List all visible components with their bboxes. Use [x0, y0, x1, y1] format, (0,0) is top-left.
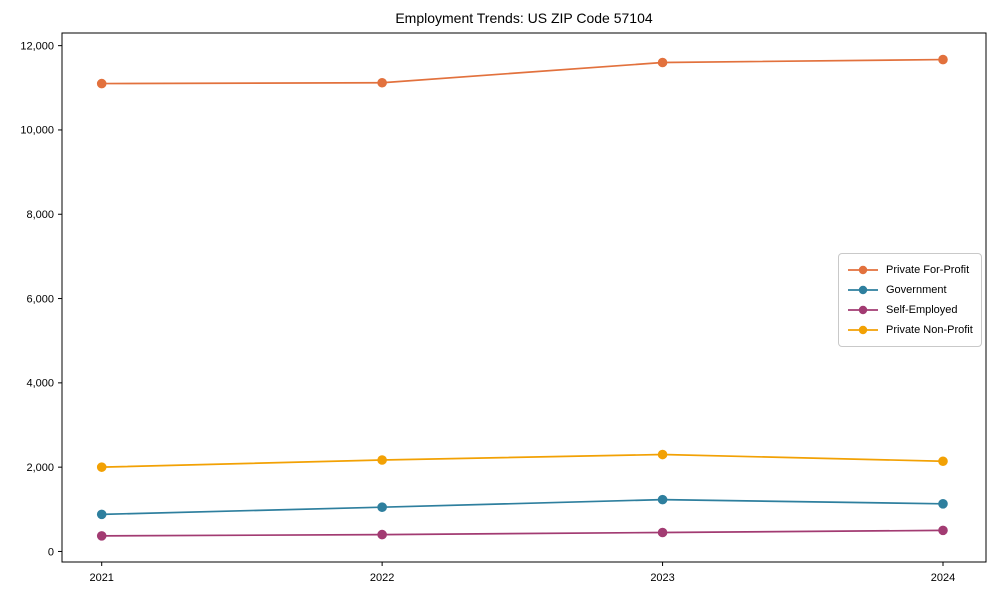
- data-point-private-for-profit-2021: [96, 78, 107, 89]
- x-tick-label: 2024: [931, 572, 955, 584]
- data-point-government-2023: [657, 494, 668, 505]
- series-line-self-employed: [101, 529, 943, 537]
- y-tick-label: 10,000: [20, 125, 54, 137]
- chart-title: Employment Trends: US ZIP Code 57104: [395, 10, 653, 26]
- data-point-government-2021: [96, 509, 107, 520]
- series-line-private-non-profit: [101, 453, 944, 469]
- legend-item-private-non-profit: Private Non-Profit: [847, 321, 973, 339]
- legend-marker-icon: [848, 285, 878, 295]
- data-point-self-employed-2022: [377, 529, 387, 540]
- x-tick-label: 2022: [370, 572, 394, 584]
- legend: Private For-Profit Government Self-Employe…: [838, 253, 982, 347]
- x-tick-label: 2021: [89, 572, 113, 584]
- data-point-private-for-profit-2023: [657, 57, 668, 68]
- data-point-self-employed-2024: [938, 525, 948, 536]
- data-point-government-2022: [377, 502, 387, 513]
- plot-frame: [61, 32, 987, 563]
- legend-label: Private For-Profit: [886, 264, 970, 276]
- data-point-private-non-profit-2024: [938, 456, 948, 467]
- data-point-private-non-profit-2022: [377, 455, 387, 465]
- data-point-private-non-profit-2023: [657, 449, 668, 460]
- data-point-government-2024: [938, 499, 948, 509]
- y-tick-label: 4,000: [26, 378, 54, 390]
- data-point-self-employed-2023: [657, 527, 668, 538]
- legend-label: Government: [886, 284, 947, 296]
- data-point-private-non-profit-2021: [96, 462, 107, 472]
- legend-label: Private Non-Profit: [886, 324, 973, 336]
- legend-item-self-employed: Self-Employed: [847, 301, 973, 319]
- legend-item-private-for-profit: Private For-Profit: [847, 261, 973, 279]
- series-line-government: [101, 498, 944, 516]
- data-point-private-for-profit-2022: [377, 77, 387, 88]
- data-point-self-employed-2021: [96, 531, 107, 541]
- legend-marker-icon: [848, 305, 878, 315]
- legend-marker-icon: [848, 325, 878, 335]
- y-tick-label: 2,000: [26, 462, 54, 474]
- y-tick-label: 8,000: [26, 209, 54, 221]
- legend-marker-icon: [848, 265, 878, 275]
- legend-item-government: Government: [847, 281, 973, 299]
- x-tick-label: 2023: [650, 572, 674, 584]
- y-tick-label: 6,000: [26, 293, 54, 305]
- series-line-private-for-profit: [101, 58, 943, 85]
- y-tick-label: 12,000: [20, 40, 54, 52]
- y-tick-label: 0: [48, 546, 54, 558]
- legend-label: Self-Employed: [886, 304, 958, 316]
- data-point-private-for-profit-2024: [938, 54, 948, 65]
